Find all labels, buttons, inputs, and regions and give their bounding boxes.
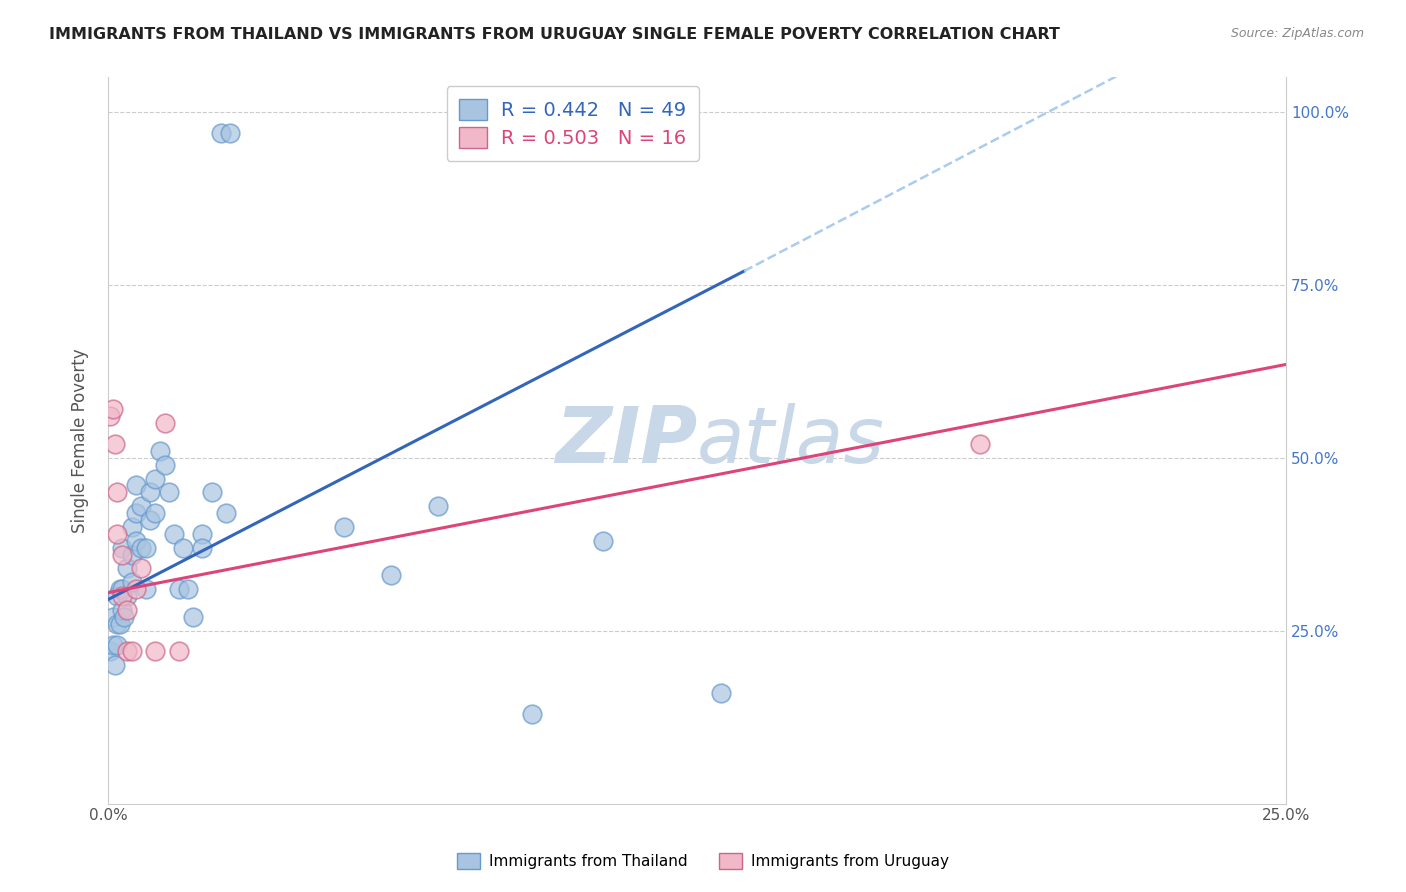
Point — [426, 500, 449, 514]
Point — [101, 638, 124, 652]
Point — [135, 541, 157, 555]
Point — [153, 416, 176, 430]
Point — [520, 706, 543, 721]
Point — [139, 485, 162, 500]
Point — [125, 478, 148, 492]
Legend: R = 0.442   N = 49, R = 0.503   N = 16: R = 0.442 N = 49, R = 0.503 N = 16 — [447, 87, 699, 161]
Point — [201, 485, 224, 500]
Point — [157, 485, 180, 500]
Point — [107, 485, 129, 500]
Point — [115, 644, 138, 658]
Point — [191, 541, 214, 555]
Point — [129, 561, 152, 575]
Point — [163, 527, 186, 541]
Text: atlas: atlas — [697, 402, 884, 478]
Point — [107, 638, 129, 652]
Point — [129, 541, 152, 555]
Point — [121, 575, 143, 590]
Point — [125, 533, 148, 548]
Point — [143, 472, 166, 486]
Point — [115, 603, 138, 617]
Point — [172, 541, 194, 555]
Point — [101, 402, 124, 417]
Point — [108, 616, 131, 631]
Point — [121, 520, 143, 534]
Point — [167, 582, 190, 597]
Point — [121, 644, 143, 658]
Point — [125, 582, 148, 597]
Point — [191, 527, 214, 541]
Text: Source: ZipAtlas.com: Source: ZipAtlas.com — [1230, 27, 1364, 40]
Legend: Immigrants from Thailand, Immigrants from Uruguay: Immigrants from Thailand, Immigrants fro… — [451, 847, 955, 875]
Point — [181, 610, 204, 624]
Text: ZIP: ZIP — [555, 402, 697, 478]
Point — [111, 589, 134, 603]
Point — [149, 443, 172, 458]
Point — [209, 126, 232, 140]
Point — [98, 409, 121, 424]
Y-axis label: Single Female Poverty: Single Female Poverty — [72, 348, 89, 533]
Point — [143, 506, 166, 520]
Point — [111, 582, 134, 597]
Point — [121, 548, 143, 562]
Point — [107, 616, 129, 631]
Point — [107, 589, 129, 603]
Point — [380, 568, 402, 582]
Point — [215, 506, 238, 520]
Point — [111, 541, 134, 555]
Point — [115, 561, 138, 575]
Point — [969, 437, 991, 451]
Point — [139, 513, 162, 527]
Point — [107, 527, 129, 541]
Point — [143, 644, 166, 658]
Point — [592, 533, 614, 548]
Point — [115, 589, 138, 603]
Point — [167, 644, 190, 658]
Point — [101, 610, 124, 624]
Point — [111, 548, 134, 562]
Text: IMMIGRANTS FROM THAILAND VS IMMIGRANTS FROM URUGUAY SINGLE FEMALE POVERTY CORREL: IMMIGRANTS FROM THAILAND VS IMMIGRANTS F… — [49, 27, 1060, 42]
Point — [114, 610, 136, 624]
Point — [125, 506, 148, 520]
Point — [332, 520, 354, 534]
Point — [219, 126, 242, 140]
Point — [108, 582, 131, 597]
Point — [104, 658, 127, 673]
Point — [177, 582, 200, 597]
Point — [153, 458, 176, 472]
Point — [709, 686, 731, 700]
Point — [111, 603, 134, 617]
Point — [129, 500, 152, 514]
Point — [98, 644, 121, 658]
Point — [104, 437, 127, 451]
Point — [135, 582, 157, 597]
